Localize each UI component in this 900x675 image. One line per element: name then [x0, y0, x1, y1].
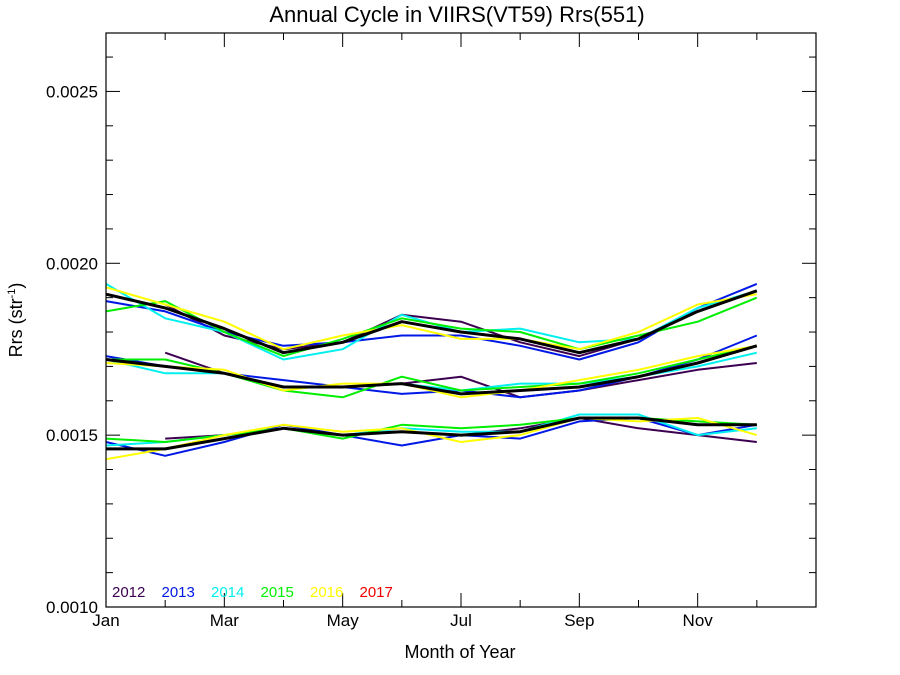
x-tick-label: Jul [450, 611, 472, 630]
y-tick-label: 0.0020 [46, 254, 98, 273]
y-axis-label-superscript: -1 [6, 289, 18, 299]
legend: 2012 2013 2014 2015 2016 2017 [112, 584, 393, 601]
y-axis-label-end: ) [6, 283, 26, 289]
series-line-mean-middle-mean [105, 344, 758, 396]
plot-frame [105, 32, 817, 608]
tick-layer: Jan Mar May Jul Sep Nov 0.0010 0.0015 0.0020 0.00… [46, 33, 816, 630]
legend-item-2012: 2012 [112, 584, 145, 601]
legend-item-2015: 2015 [261, 584, 294, 601]
series-line-mean-upper-mean [105, 289, 758, 355]
y-tick-label: 0.0015 [46, 426, 98, 445]
x-axis-label: Month of Year [404, 642, 515, 662]
chart-title: Annual Cycle in VIIRS(VT59) Rrs(551) [269, 2, 644, 27]
legend-item-2013: 2013 [162, 584, 195, 601]
y-tick-label: 0.0010 [46, 598, 98, 617]
y-axis-label-main: Rrs (str [6, 298, 26, 357]
series-line-2016-middle [105, 344, 757, 399]
x-tick-label: Jan [92, 611, 119, 630]
series-line-2013-upper [105, 282, 758, 361]
x-tick-label: Mar [210, 611, 240, 630]
legend-item-2014: 2014 [211, 584, 244, 601]
legend-item-2016: 2016 [310, 584, 343, 601]
series-line-mean-lower-mean [106, 416, 757, 451]
x-tick-label: May [327, 611, 360, 630]
series-line-2016-lower [105, 417, 758, 461]
y-axis-label: Rrs (str-1) [6, 283, 26, 358]
x-tick-label: Nov [683, 611, 714, 630]
series-layer [105, 282, 758, 461]
y-tick-label: 0.0025 [46, 82, 98, 101]
x-tick-label: Sep [564, 611, 594, 630]
legend-item-2017: 2017 [360, 584, 393, 601]
series-line-2016-upper [105, 286, 757, 351]
